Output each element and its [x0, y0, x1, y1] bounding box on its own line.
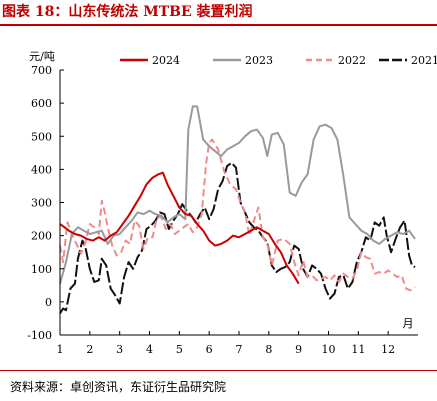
x-tick-label: 5: [176, 343, 183, 356]
x-tick-label: 9: [295, 343, 302, 356]
series-line-2023: [59, 105, 416, 284]
x-tick-label: 12: [381, 343, 395, 356]
x-tick-label: 2: [86, 343, 93, 356]
bottom-rule: [0, 370, 437, 371]
legend-label-2023: 2023: [245, 54, 273, 67]
x-ticks: 1 2 3 4 5 6 7 8 9 10 11 12: [57, 331, 395, 356]
legend-label-2021: 2021: [411, 54, 437, 67]
x-tick-label: 4: [146, 343, 153, 356]
y-tick-label: 500: [31, 130, 52, 143]
y-tick-label: 600: [31, 97, 52, 110]
y-tick-label: 300: [31, 197, 52, 210]
y-axis-label: 元/吨: [29, 50, 55, 63]
x-tick-label: 6: [206, 343, 213, 356]
x-tick-label: 10: [322, 343, 336, 356]
figure-title: 图表 18：山东传统法 MTBE 装置利润: [2, 4, 253, 20]
x-tick-label: 3: [116, 343, 123, 356]
series-line-2024: [59, 171, 300, 285]
source-note: 资料来源：卓创资讯，东证衍生品研究院: [10, 380, 227, 394]
x-tick-label: 8: [265, 343, 272, 356]
series-line-2022: [59, 138, 416, 292]
x-axis-label: 月: [403, 317, 414, 330]
x-tick-label: 11: [351, 343, 365, 356]
legend-label-2022: 2022: [338, 54, 366, 67]
y-tick-label: -100: [27, 329, 52, 342]
y-tick-label: 700: [31, 64, 52, 77]
y-tick-label: 200: [31, 230, 52, 243]
y-tick-label: 400: [31, 163, 52, 176]
plot-lines: [59, 105, 416, 315]
series-line-2021: [59, 161, 416, 315]
x-tick-label: 7: [236, 343, 243, 356]
title-rule: [0, 24, 437, 26]
legend-label-2024: 2024: [152, 54, 180, 67]
y-ticks: -100 0 100 200 300 400 500 600 700: [27, 64, 64, 342]
legend: 2024 2023 2022 2021: [120, 54, 437, 67]
y-tick-label: 0: [45, 296, 52, 309]
x-tick-label: 1: [57, 343, 64, 356]
y-tick-label: 100: [31, 263, 52, 276]
